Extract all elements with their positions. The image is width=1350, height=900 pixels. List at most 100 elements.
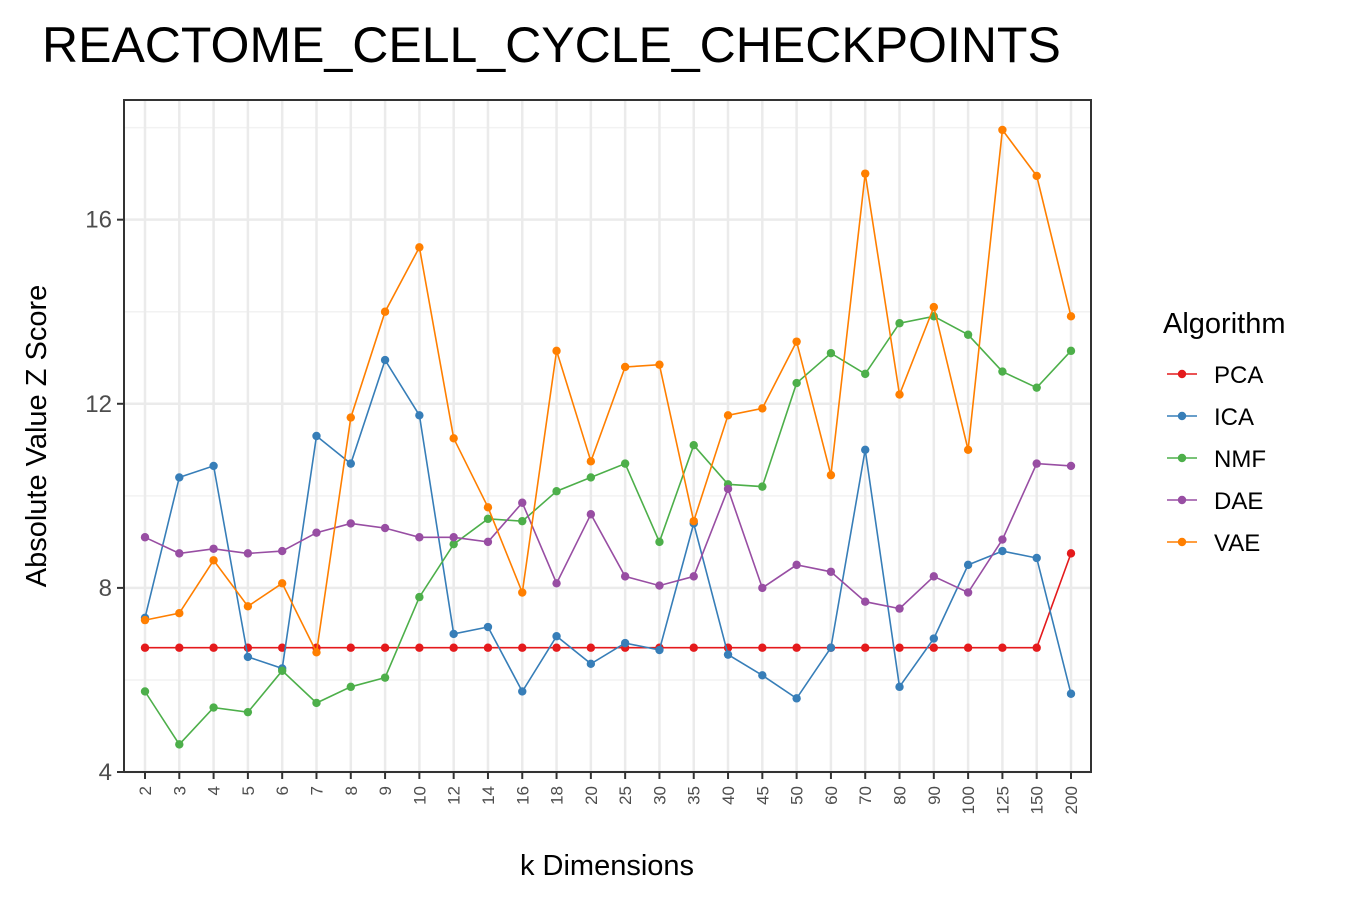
data-point-pca xyxy=(998,643,1007,652)
legend: Algorithm PCA ICA NMF DAE VAE xyxy=(1163,308,1286,557)
x-axis: 2 3 4 5 6 7 8 9 10 12 14 16 18 20 25 30 35 40 45 50 60 70 80 90… xyxy=(136,772,1081,814)
x-tick-label: 10 xyxy=(410,786,429,805)
data-point-ica xyxy=(792,694,801,703)
data-point-nmf xyxy=(483,514,493,524)
data-point-ica xyxy=(312,431,321,441)
data-point-nmf xyxy=(449,539,458,549)
data-point-nmf xyxy=(861,369,870,379)
data-point-pca xyxy=(895,643,904,652)
data-point-pca xyxy=(175,643,184,652)
series-line-nmf xyxy=(144,315,1072,746)
data-point-dae xyxy=(826,567,836,576)
x-tick-label: 90 xyxy=(925,786,944,805)
data-point-nmf xyxy=(243,707,253,717)
data-point-dae xyxy=(1032,459,1041,468)
data-point-dae xyxy=(895,604,904,613)
x-tick-label: 80 xyxy=(891,786,910,805)
data-point-vae xyxy=(998,125,1007,135)
data-point-dae xyxy=(483,537,493,547)
legend-label-ica: ICA xyxy=(1214,404,1254,431)
y-axis-title: Absolute Value Z Score xyxy=(21,285,53,588)
data-point-vae xyxy=(1066,312,1076,321)
data-point-vae xyxy=(346,413,355,422)
data-point-vae xyxy=(312,648,321,657)
data-point-nmf xyxy=(689,441,698,450)
data-point-pca xyxy=(1032,643,1041,652)
data-point-nmf xyxy=(655,537,664,547)
data-point-pca xyxy=(518,643,527,652)
x-tick-label: 2 xyxy=(136,786,155,795)
x-tick-label: 40 xyxy=(719,786,738,805)
data-point-nmf xyxy=(346,682,355,692)
data-point-vae xyxy=(861,169,870,178)
y-tick-label: 8 xyxy=(99,575,112,602)
data-point-dae xyxy=(861,597,870,606)
data-point-ica xyxy=(861,445,870,455)
y-tick-label: 12 xyxy=(85,391,112,418)
data-point-dae xyxy=(1066,461,1076,471)
data-point-ica xyxy=(415,411,424,420)
data-point-vae xyxy=(175,609,184,618)
data-point-dae xyxy=(998,535,1007,544)
data-point-ica xyxy=(209,461,218,471)
x-tick-label: 14 xyxy=(479,786,498,805)
data-point-dae xyxy=(586,510,596,519)
x-tick-label: 200 xyxy=(1062,786,1081,814)
data-point-nmf xyxy=(175,740,184,749)
series-nmf xyxy=(140,312,1076,749)
data-point-ica xyxy=(723,650,733,659)
x-tick-label: 12 xyxy=(445,786,464,805)
data-point-nmf xyxy=(518,516,527,526)
series-line-ica xyxy=(144,358,1072,700)
data-point-dae xyxy=(929,572,939,581)
data-point-ica xyxy=(929,634,939,643)
x-tick-label: 16 xyxy=(513,786,532,805)
data-point-dae xyxy=(758,583,767,593)
data-point-ica xyxy=(620,638,630,648)
data-point-nmf xyxy=(895,319,904,328)
series-dae xyxy=(140,459,1076,613)
data-point-dae xyxy=(209,544,218,553)
x-tick-label: 8 xyxy=(342,786,361,795)
data-point-nmf xyxy=(1066,346,1076,356)
data-point-ica xyxy=(998,546,1007,556)
y-tick-label: 4 xyxy=(99,759,112,786)
legend-title: Algorithm xyxy=(1163,308,1286,340)
x-tick-label: 4 xyxy=(205,786,224,795)
data-point-ica xyxy=(346,459,355,468)
x-tick-label: 18 xyxy=(548,786,567,805)
x-axis-title: k Dimensions xyxy=(520,850,694,882)
x-tick-label: 70 xyxy=(856,786,875,805)
data-point-nmf xyxy=(963,330,973,339)
x-tick-label: 7 xyxy=(307,786,326,795)
data-point-pca xyxy=(449,643,458,652)
legend-item-vae: VAE xyxy=(1167,530,1260,557)
data-point-ica xyxy=(552,632,561,641)
x-tick-label: 100 xyxy=(959,786,978,814)
data-point-pca xyxy=(1066,549,1076,558)
data-point-nmf xyxy=(415,592,424,602)
x-tick-label: 45 xyxy=(753,786,772,805)
data-point-vae xyxy=(243,602,253,611)
data-point-dae xyxy=(277,546,287,556)
data-point-pca xyxy=(792,643,801,652)
data-point-vae xyxy=(620,362,630,372)
data-point-nmf xyxy=(552,487,561,496)
legend-label-vae: VAE xyxy=(1214,530,1260,557)
data-point-nmf xyxy=(758,482,767,491)
data-point-vae xyxy=(415,243,424,252)
data-point-vae xyxy=(586,457,596,466)
data-point-dae xyxy=(140,533,150,542)
legend-item-dae: DAE xyxy=(1167,488,1263,515)
data-point-nmf xyxy=(1032,383,1041,392)
data-point-pca xyxy=(552,643,561,652)
data-point-vae xyxy=(723,411,733,420)
x-tick-label: 30 xyxy=(650,786,669,805)
data-point-ica xyxy=(380,355,390,365)
legend-key-point-vae xyxy=(1177,537,1187,547)
data-point-pca xyxy=(586,643,596,652)
data-point-vae xyxy=(552,346,561,356)
data-point-ica xyxy=(963,560,973,570)
legend-key-point-ica xyxy=(1177,411,1187,421)
